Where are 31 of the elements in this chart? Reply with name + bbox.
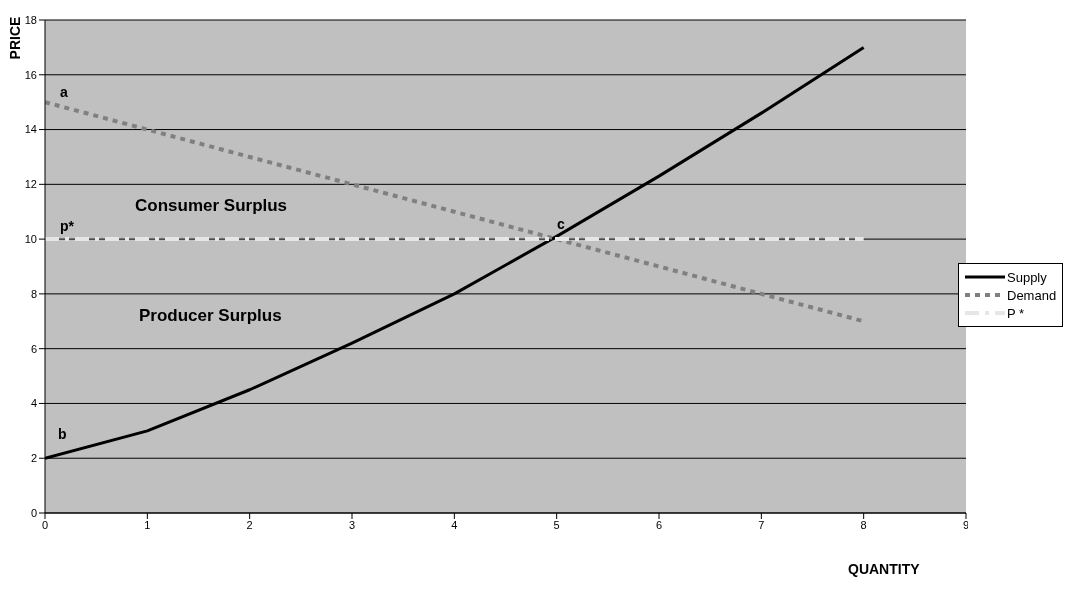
y-tick-label: 18 (24, 13, 37, 26)
annotation: Consumer Surplus (135, 196, 288, 216)
x-tick-label: 6 (655, 518, 663, 531)
y-tick-label: 12 (24, 178, 37, 191)
x-tick-label: 8 (860, 518, 867, 531)
y-tick-label: 14 (24, 123, 37, 136)
y-axis-title: PRICE (7, 16, 24, 60)
annotation: p* (60, 218, 74, 234)
x-tick-label: 9 (962, 518, 970, 531)
y-tick-label: 4 (30, 397, 37, 410)
x-tick-label: 4 (451, 518, 458, 531)
x-tick-label: 7 (758, 518, 765, 531)
x-tick-label: 5 (553, 518, 560, 531)
annotation: a (60, 84, 68, 100)
x-tick-label: 2 (246, 518, 253, 531)
y-tick-label: 2 (30, 452, 37, 465)
x-tick-label: 0 (41, 518, 49, 531)
legend-label: Supply (1007, 269, 1047, 285)
annotation: Producer Surplus (139, 306, 282, 326)
y-tick-label: 10 (24, 233, 37, 246)
annotation: b (58, 426, 67, 442)
x-tick-label: 3 (348, 518, 356, 531)
annotation: c (557, 216, 565, 232)
legend-label: Demand (1007, 287, 1057, 303)
y-tick-label: 0 (30, 506, 37, 519)
y-tick-label: 8 (30, 287, 37, 300)
legend-label: P * (1007, 305, 1025, 321)
y-tick-label: 16 (24, 68, 37, 81)
y-tick-label: 6 (30, 342, 37, 355)
x-axis-title: QUANTITY (848, 561, 920, 577)
x-tick-label: 1 (144, 518, 151, 531)
